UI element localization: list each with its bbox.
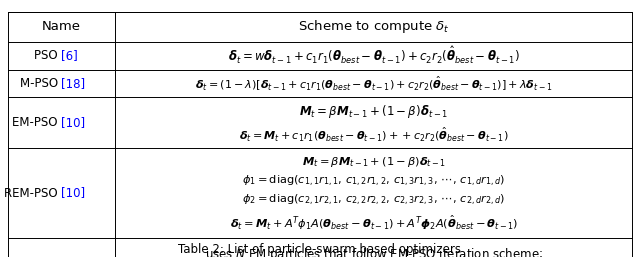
Text: $\phi_1 = \mathrm{diag}(c_{1,1}r_{1,1},\, c_{1,2}r_{1,2},\, c_{1,3}r_{1,3},\, \c: $\phi_1 = \mathrm{diag}(c_{1,1}r_{1,1},\… <box>242 174 506 189</box>
Text: $\boldsymbol{\delta}_t = \boldsymbol{M}_t + A^T\phi_1 A(\boldsymbol{\theta}_{bes: $\boldsymbol{\delta}_t = \boldsymbol{M}_… <box>230 213 518 231</box>
Text: [10]: [10] <box>61 187 86 199</box>
Text: M-PSO: M-PSO <box>20 77 61 90</box>
Text: [6]: [6] <box>61 49 78 62</box>
Text: EM-PSO: EM-PSO <box>12 116 61 129</box>
Text: REM-PSO: REM-PSO <box>4 187 61 199</box>
Text: $\boldsymbol{\delta}_t = (1-\lambda)[\boldsymbol{\delta}_{t-1} + c_1r_1(\boldsym: $\boldsymbol{\delta}_t = (1-\lambda)[\bo… <box>195 75 552 93</box>
Text: Table 2: List of particle-swarm based optimizers: Table 2: List of particle-swarm based op… <box>179 243 461 256</box>
Text: Name: Name <box>42 20 81 33</box>
Text: $\boldsymbol{M}_t = \beta\boldsymbol{M}_{t-1} + (1 - \beta)\boldsymbol{\delta}_{: $\boldsymbol{M}_t = \beta\boldsymbol{M}_… <box>301 155 446 169</box>
Text: Scheme to compute $\delta_t$: Scheme to compute $\delta_t$ <box>298 18 449 35</box>
Text: $\boldsymbol{\delta}_t = \boldsymbol{M}_t + c_1r_1(\boldsymbol{\theta}_{best} - : $\boldsymbol{\delta}_t = \boldsymbol{M}_… <box>239 125 508 143</box>
Text: [18]: [18] <box>61 77 86 90</box>
Text: [10]: [10] <box>61 116 86 129</box>
Text: $\phi_2 = \mathrm{diag}(c_{2,1}r_{2,1},\, c_{2,2}r_{2,2},\, c_{2,3}r_{2,3},\, \c: $\phi_2 = \mathrm{diag}(c_{2,1}r_{2,1},\… <box>242 193 506 208</box>
Text: $\boldsymbol{\delta}_t = w\boldsymbol{\delta}_{t-1} + c_1r_1(\boldsymbol{\theta}: $\boldsymbol{\delta}_t = w\boldsymbol{\d… <box>228 45 520 66</box>
Text: PSO: PSO <box>34 49 61 62</box>
Text: $\boldsymbol{M}_t = \beta\boldsymbol{M}_{t-1} + (1 - \beta)\boldsymbol{\delta}_{: $\boldsymbol{M}_t = \beta\boldsymbol{M}_… <box>300 103 448 120</box>
Text: uses $N$ EM particles that follow EM-PSO iteration scheme;: uses $N$ EM particles that follow EM-PSO… <box>205 246 543 257</box>
